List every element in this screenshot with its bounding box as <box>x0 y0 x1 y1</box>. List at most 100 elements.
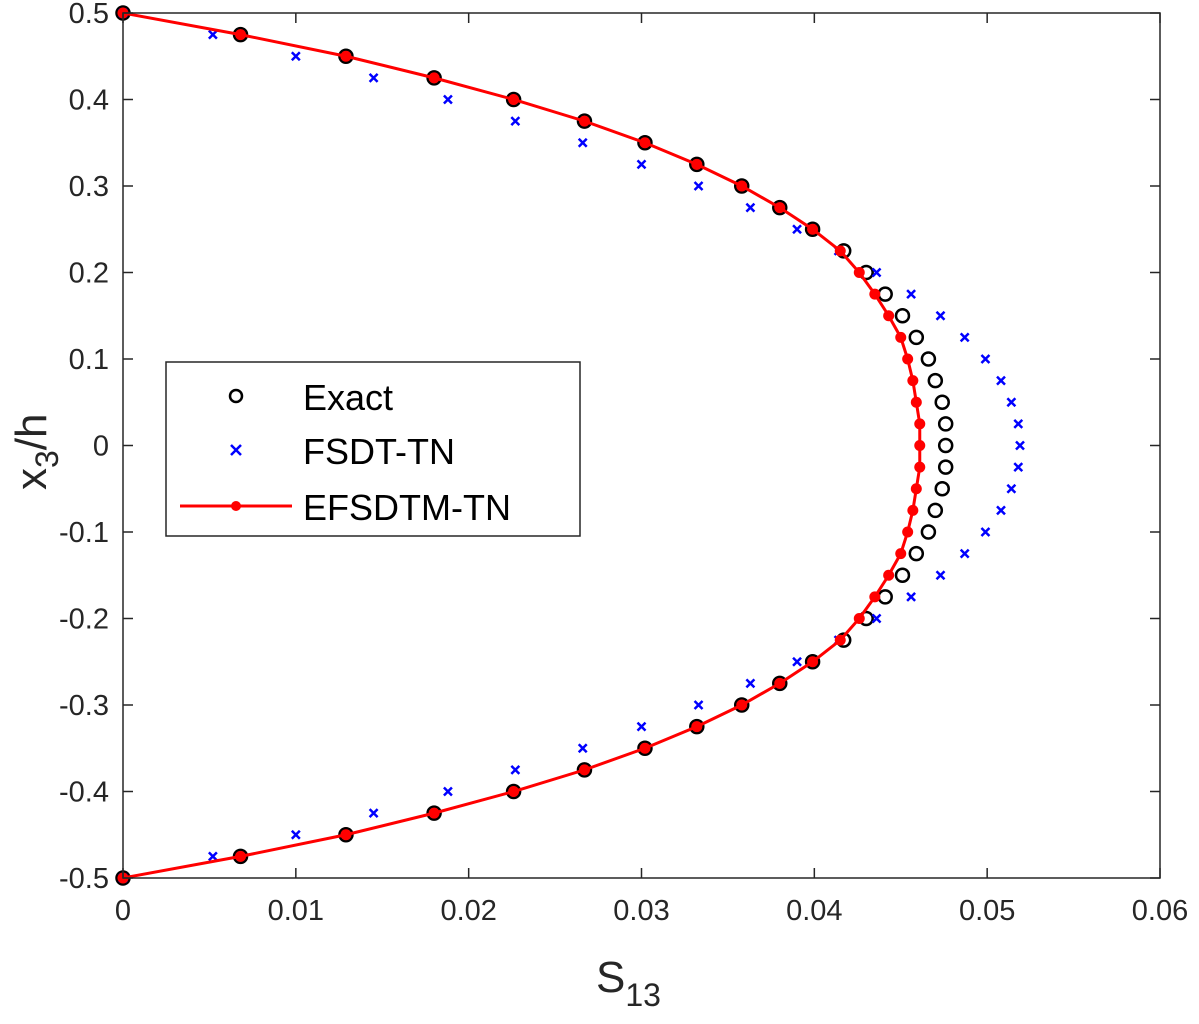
exact-point <box>772 675 788 692</box>
fsdt-point <box>693 181 704 191</box>
x-axis-label: S13 <box>596 953 661 1013</box>
fsdt-point <box>207 851 218 862</box>
fsdt-point <box>693 700 704 710</box>
exact-point <box>894 567 911 583</box>
efsdtm-point <box>910 483 922 495</box>
efsdtm-point <box>235 29 247 41</box>
fsdt-point <box>368 72 379 83</box>
efsdtm-point <box>807 223 819 235</box>
efsdtm-point <box>340 50 352 62</box>
fsdt-point <box>443 94 453 105</box>
legend-exact-marker <box>228 388 244 404</box>
fsdt-point <box>745 202 756 213</box>
legend: Exact FSDT-TN EFSDTM-TN <box>165 361 581 537</box>
exact-point <box>908 329 925 346</box>
efsdtm-point <box>883 310 895 322</box>
fsdt-point <box>577 743 588 754</box>
exact-point <box>934 481 950 497</box>
efsdtm-point <box>235 850 247 862</box>
fsdt-point <box>980 354 991 364</box>
efsdtm-point <box>834 245 846 257</box>
legend-exact-label: Exact <box>303 377 393 418</box>
exact-point <box>934 394 950 410</box>
legend-efsdtm-label: EFSDTM-TN <box>303 487 511 528</box>
y-tick-label: 0.1 <box>69 344 109 376</box>
fsdt-point <box>1013 462 1024 473</box>
exact-point <box>689 156 705 173</box>
y-tick-label: -0.4 <box>59 777 109 809</box>
fsdt-point <box>906 591 917 602</box>
exact-point <box>804 654 821 670</box>
fsdt-point <box>935 570 946 581</box>
exact-point <box>426 70 442 86</box>
exact-point <box>772 199 788 216</box>
x-tick-label: 0.05 <box>959 895 1015 927</box>
exact-point <box>733 178 750 194</box>
exact-point <box>920 524 937 540</box>
y-tick-label: 0.2 <box>69 258 109 290</box>
exact-point <box>637 135 653 151</box>
exact-point <box>804 221 821 237</box>
efsdtm-point <box>508 786 520 797</box>
efsdtm-point <box>834 634 846 646</box>
efsdtm-point <box>639 137 651 149</box>
y-tick-label: 0.3 <box>69 171 109 203</box>
fsdt-point <box>745 678 756 689</box>
exact-point <box>426 805 442 821</box>
x-tick-label: 0.01 <box>268 895 324 927</box>
exact-point <box>877 286 893 302</box>
efsdtm-point <box>883 569 895 581</box>
exact-point <box>637 740 653 756</box>
efsdtm-point <box>691 158 703 170</box>
fsdt-point <box>871 613 882 624</box>
efsdtm-point <box>914 440 926 451</box>
efsdtm-point <box>639 742 651 754</box>
y-tick-label: -0.2 <box>59 604 109 636</box>
exact-point <box>937 416 954 432</box>
fsdt-point <box>510 764 521 775</box>
y-axis-label: x3/h <box>7 414 65 491</box>
fsdt-point <box>636 159 647 170</box>
efsdtm-point <box>853 613 865 624</box>
y-tick-label: 0.5 <box>69 0 109 30</box>
fsdt-point <box>792 224 802 235</box>
efsdtm-point <box>914 461 926 473</box>
fsdt-point <box>1013 418 1024 429</box>
fsdt-point <box>368 808 379 819</box>
fsdt-point <box>1006 483 1017 494</box>
efsdtm-point <box>736 180 748 192</box>
fsdt-point <box>792 656 802 667</box>
legend-fsdt-label: FSDT-TN <box>303 431 455 472</box>
efsdtm-point <box>853 267 865 278</box>
x-tick-label: 0.04 <box>786 895 842 927</box>
fsdt-point <box>207 29 218 40</box>
y-tick-label: -0.5 <box>59 863 109 895</box>
exact-point <box>908 545 925 562</box>
efsdtm-point <box>907 375 919 387</box>
efsdtm-point <box>869 591 881 603</box>
fsdt-point <box>959 332 970 343</box>
x-tick-label: 0.03 <box>613 895 669 927</box>
y-tick-label: 0 <box>93 431 109 463</box>
axis-ticks: 0 0.01 0.02 0.03 0.04 0.05 0.06 0.5 0.4 0.3 0.2 0.1… <box>59 0 1188 927</box>
fsdt-point <box>996 375 1006 386</box>
exact-point <box>877 589 893 605</box>
efsdtm-point <box>340 829 352 841</box>
x-tick-label: 0 <box>115 895 131 927</box>
exact-point <box>920 351 937 367</box>
fsdt-point <box>577 137 588 148</box>
efsdtm-point <box>428 72 440 84</box>
fsdt-point <box>996 505 1006 516</box>
efsdtm-point <box>774 677 786 689</box>
y-tick-label: -0.3 <box>59 690 109 722</box>
efsdtm-point <box>578 115 590 127</box>
exact-point <box>505 783 522 800</box>
efsdtm-point <box>907 504 919 516</box>
exact-point <box>576 762 593 778</box>
y-tick-label: 0.4 <box>69 85 109 117</box>
legend-efsdtm-marker <box>231 501 241 511</box>
fsdt-point <box>980 527 991 537</box>
efsdtm-point <box>895 548 907 560</box>
exact-point <box>927 502 944 519</box>
